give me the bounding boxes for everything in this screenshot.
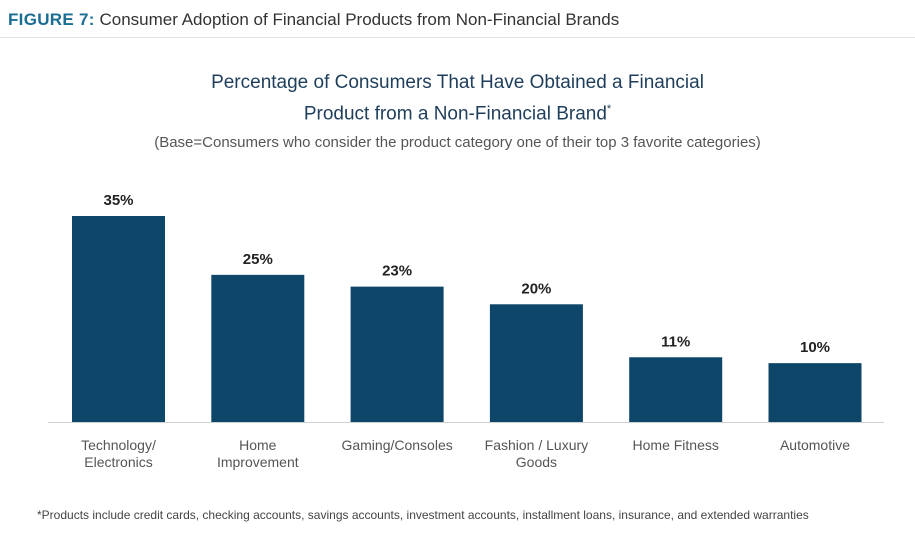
chart-title-asterisk: * (606, 103, 612, 115)
x-tick-label-line: Gaming/Consoles (341, 437, 452, 453)
chart-title-line-2-text: Product from a Non-Financial Brand (303, 103, 607, 125)
x-tick-label: Gaming/Consoles (341, 437, 452, 453)
bar (72, 216, 165, 422)
data-label: 10% (800, 339, 830, 356)
x-tick-label: Home Improvement (217, 437, 299, 470)
x-tick-label-line: Fashion / Luxury (485, 437, 589, 453)
header-divider (0, 37, 915, 38)
chart-title-line-2: Product from a Non-Financial Brand* (0, 96, 915, 127)
x-tick-label: Technology/Electronics (81, 437, 156, 470)
x-tick-label-line: Electronics (84, 454, 152, 470)
bar (489, 304, 583, 422)
bar (211, 274, 305, 422)
figure-label: FIGURE 7: (8, 10, 95, 29)
x-tick-label-line: Technology/ (81, 437, 156, 453)
x-tick-label-line: Improvement (217, 454, 299, 470)
chart-title-line-1: Percentage of Consumers That Have Obtain… (211, 72, 704, 93)
x-tick-label-line: Home Fitness (633, 437, 719, 453)
x-tick-label-line: Automotive (780, 437, 850, 453)
bar (350, 286, 444, 422)
x-tick-label: Automotive (780, 437, 850, 453)
bar (629, 357, 723, 422)
x-tick-label: Home Fitness (633, 437, 719, 453)
data-label: 25% (243, 251, 273, 268)
x-tick-label-line: Goods (516, 454, 557, 470)
figure-title: Consumer Adoption of Financial Products … (99, 10, 620, 29)
x-tick-label-line: Home (239, 437, 277, 453)
footnote: *Products include credit cards, checking… (37, 508, 809, 522)
data-label: 23% (382, 263, 412, 280)
data-label: 35% (103, 192, 133, 209)
data-label: 11% (661, 333, 690, 350)
bar (768, 363, 862, 422)
chart-subtitle: (Base=Consumers who consider the product… (154, 134, 761, 151)
x-tick-label: Fashion / Luxury Goods (485, 437, 589, 470)
figure-header: FIGURE 7: Consumer Adoption of Financial… (8, 8, 619, 32)
data-label: 20% (521, 280, 551, 297)
